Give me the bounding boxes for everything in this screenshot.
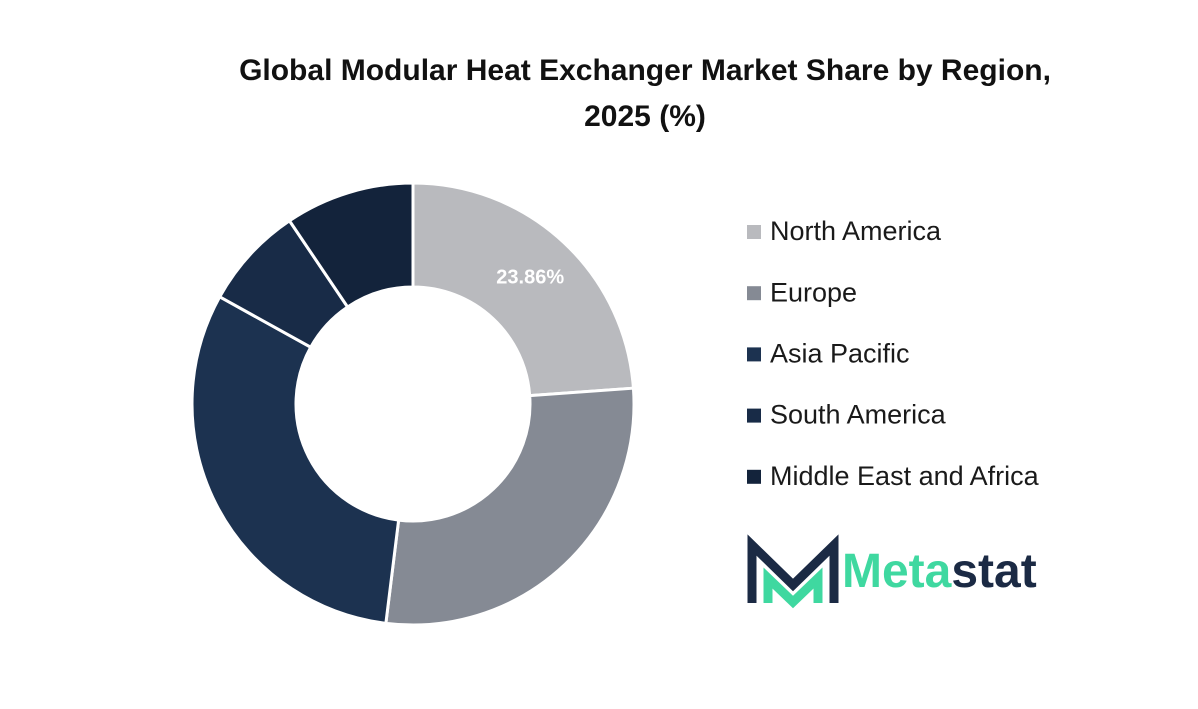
legend-swatch <box>747 225 761 239</box>
title-line: Global Modular Heat Exchanger Market Sha… <box>239 54 1051 87</box>
donut-segment <box>384 386 636 627</box>
legend-swatch <box>747 469 761 484</box>
logo-text: Metastat <box>842 545 1037 598</box>
logo-text-a: Meta <box>842 545 952 598</box>
legend-label: Asia Pacific <box>770 339 910 369</box>
title-line: 2025 (%) <box>584 100 706 133</box>
donut-segment <box>190 294 401 626</box>
legend-swatch <box>747 408 761 423</box>
legend-swatch <box>747 347 761 362</box>
legend-label: Middle East and Africa <box>770 461 1040 491</box>
legend-swatch <box>747 286 761 301</box>
logo-icon-back <box>747 534 839 603</box>
donut-segment <box>287 181 415 310</box>
logo-text-b: stat <box>951 545 1036 598</box>
legend-label: North America <box>770 216 942 246</box>
chart-title: Global Modular Heat Exchanger Market Sha… <box>239 54 1051 133</box>
legend-label: Europe <box>770 277 857 307</box>
donut-segment <box>411 181 636 398</box>
legend-label: South America <box>770 400 947 430</box>
logo: Metastat <box>747 534 1037 609</box>
logo-icon-front <box>763 567 823 609</box>
data-label: 23.86% <box>496 266 564 288</box>
